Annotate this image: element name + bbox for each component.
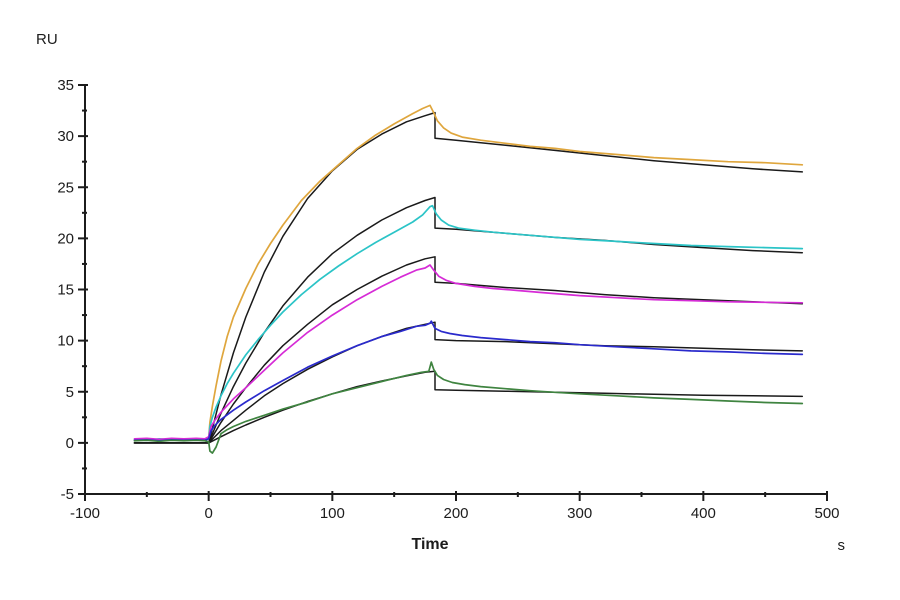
data-curve-4-blue	[133, 320, 804, 442]
y-axis-unit-label: RU	[36, 31, 58, 48]
y-tick-label: 35	[57, 77, 74, 94]
x-tick-label: 500	[814, 505, 839, 522]
data-curve-3-magenta	[133, 264, 804, 441]
y-tick-label: 5	[66, 384, 74, 401]
data-curve-2-cyan	[133, 204, 804, 442]
y-tick-label: 0	[66, 435, 74, 452]
fit-curve-2	[133, 196, 804, 444]
y-tick-label: 30	[57, 128, 74, 145]
x-axis-title: Time	[411, 536, 449, 553]
y-tick-label: 25	[57, 179, 74, 196]
fit-curve-4	[133, 321, 804, 444]
y-tick-label: -5	[61, 486, 74, 503]
y-tick-label: 20	[57, 230, 74, 247]
x-tick-label: 200	[443, 505, 468, 522]
fit-curve-3	[133, 256, 804, 444]
fit-curve-5	[133, 370, 804, 444]
fit-curve-1	[133, 111, 804, 444]
x-tick-label: 300	[567, 505, 592, 522]
x-tick-label: 400	[691, 505, 716, 522]
x-tick-label: -100	[70, 505, 100, 522]
data-curve-5-green	[133, 361, 804, 454]
y-tick-label: 15	[57, 282, 74, 299]
x-tick-label: 100	[320, 505, 345, 522]
x-tick-label: 0	[204, 505, 212, 522]
x-axis-unit-label: s	[837, 537, 846, 554]
y-tick-label: 10	[57, 333, 74, 350]
